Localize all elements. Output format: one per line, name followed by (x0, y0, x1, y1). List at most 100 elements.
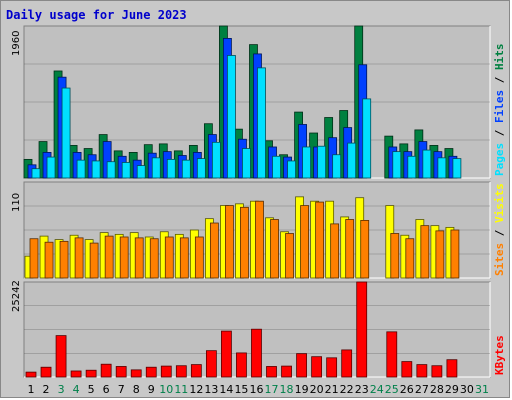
day-label-17: 17 (265, 383, 279, 396)
bar-sites-day-20 (315, 201, 325, 279)
bar-kbytes-day-17 (266, 366, 277, 378)
day-label-1: 1 (28, 383, 35, 396)
chart-title: Daily usage for June 2023 (6, 8, 187, 22)
day-label-3: 3 (58, 383, 65, 396)
day-label-30: 30 (460, 383, 474, 396)
day-label-15: 15 (234, 383, 248, 396)
bar-sites-day-7 (119, 236, 129, 279)
bar-kbytes-day-19 (296, 353, 307, 378)
day-label-8: 8 (133, 383, 140, 396)
bar-kbytes-day-8 (130, 369, 142, 378)
bar-pages-day-29 (452, 158, 462, 179)
bar-kbytes-day-26 (401, 361, 413, 378)
bar-pages-day-27 (422, 149, 432, 179)
bar-sites-day-10 (164, 236, 174, 279)
day-label-19: 19 (295, 383, 309, 396)
day-label-14: 14 (219, 383, 233, 396)
bar-pages-day-17 (272, 155, 281, 179)
day-label-11: 11 (174, 383, 188, 396)
bar-pages-day-9 (151, 157, 161, 179)
bar-sites-day-9 (149, 238, 159, 279)
bar-sites-day-12 (194, 236, 204, 279)
legend-item-visits: Visits (493, 183, 506, 223)
bar-sites-day-6 (104, 235, 114, 279)
legend-hits-files-pages: Pages / Files / Hits (493, 44, 506, 177)
bar-pages-day-16 (257, 67, 266, 179)
bar-kbytes-day-14 (221, 330, 232, 378)
day-label-29: 29 (445, 383, 459, 396)
bar-pages-day-19 (302, 146, 311, 179)
legend-kbytes: KBytes (493, 335, 506, 375)
day-label-25: 25 (385, 383, 399, 396)
bar-kbytes-day-10 (160, 365, 172, 378)
bar-kbytes-day-7 (115, 366, 127, 378)
bar-sites-day-27 (420, 225, 430, 279)
bar-sites-day-29 (450, 229, 460, 279)
day-label-9: 9 (148, 383, 155, 396)
bar-sites-day-19 (300, 205, 309, 279)
bar-sites-day-13 (209, 222, 219, 279)
bar-pages-day-22 (347, 142, 357, 179)
bar-pages-day-18 (287, 160, 296, 179)
bar-kbytes-day-15 (236, 352, 247, 378)
bar-kbytes-day-3 (55, 335, 67, 378)
bar-pages-day-15 (242, 148, 251, 179)
bar-sites-day-26 (405, 238, 415, 279)
day-label-20: 20 (310, 383, 324, 396)
legend-visits-sites: Sites / Visits (493, 183, 506, 276)
legend-item-sites: Sites (493, 243, 506, 276)
bar-pages-day-3 (61, 87, 71, 179)
bar-pages-day-21 (332, 154, 342, 179)
bar-kbytes-day-20 (311, 356, 323, 378)
bar-pages-day-12 (196, 158, 206, 179)
bar-pages-day-25 (392, 151, 402, 179)
bar-pages-day-23 (362, 98, 372, 179)
day-label-26: 26 (400, 383, 414, 396)
bar-pages-day-6 (106, 161, 116, 179)
bar-kbytes-day-9 (145, 366, 157, 378)
bar-kbytes-day-21 (326, 357, 338, 378)
bar-kbytes-day-29 (446, 359, 458, 378)
y-max-label: 1960 (11, 31, 22, 56)
bar-sites-day-21 (330, 223, 340, 279)
bar-sites-day-17 (270, 219, 279, 279)
bar-kbytes-day-27 (416, 364, 428, 378)
bar-sites-day-16 (255, 200, 264, 279)
bar-pages-day-13 (211, 141, 221, 179)
bar-kbytes-day-2 (40, 366, 52, 378)
bar-sites-day-25 (390, 233, 400, 279)
day-label-21: 21 (325, 383, 339, 396)
day-label-7: 7 (118, 383, 125, 396)
bar-kbytes-day-28 (431, 365, 443, 378)
legend-separator: / (493, 70, 506, 90)
day-label-23: 23 (355, 383, 369, 396)
bar-kbytes-day-13 (205, 350, 217, 378)
bar-sites-day-2 (44, 241, 54, 279)
day-label-28: 28 (430, 383, 444, 396)
bar-kbytes-day-5 (85, 369, 97, 378)
day-label-6: 6 (103, 383, 110, 396)
day-label-24: 24 (370, 383, 384, 396)
day-label-13: 13 (204, 383, 218, 396)
bar-pages-day-4 (76, 159, 86, 179)
bar-pages-day-26 (407, 155, 417, 179)
day-label-22: 22 (340, 383, 354, 396)
bar-pages-day-1 (31, 168, 41, 179)
bar-sites-day-5 (89, 242, 99, 279)
legend-item-pages: Pages (493, 143, 506, 176)
bar-sites-day-22 (345, 219, 355, 279)
legend-item-kbytes: KBytes (493, 335, 506, 375)
bar-sites-day-8 (134, 237, 144, 279)
day-label-31: 31 (475, 383, 489, 396)
bar-sites-day-14 (225, 205, 234, 279)
bar-pages-day-5 (91, 160, 101, 179)
legend-item-files: Files (493, 90, 506, 123)
bar-kbytes-day-1 (25, 371, 37, 378)
bar-sites-day-3 (59, 240, 69, 279)
bar-pages-day-8 (136, 165, 146, 179)
bar-sites-day-15 (240, 206, 249, 279)
day-label-27: 27 (415, 383, 429, 396)
day-label-16: 16 (249, 383, 263, 396)
day-label-2: 2 (43, 383, 50, 396)
